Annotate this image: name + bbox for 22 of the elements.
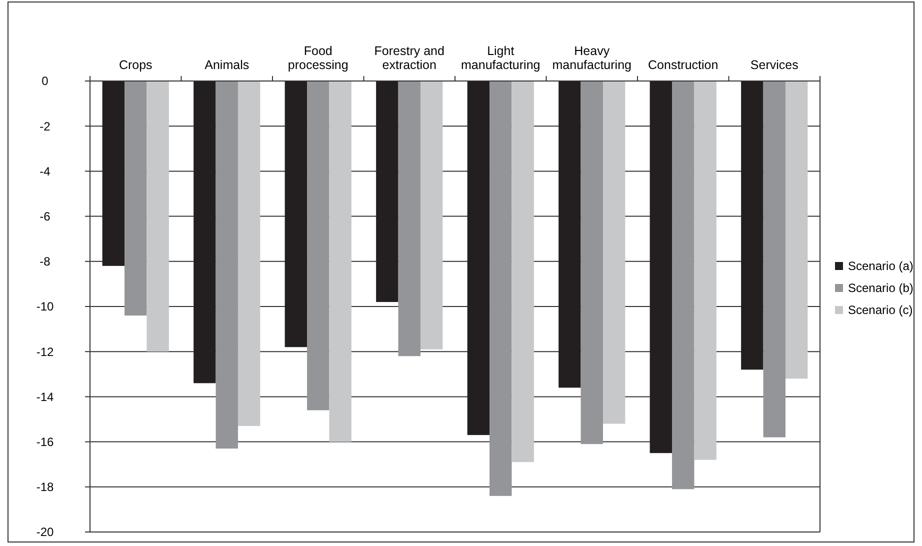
y-tick-label: -2	[40, 119, 51, 134]
y-tick-label: 0	[42, 74, 49, 88]
y-tick-label: -10	[36, 300, 54, 314]
x-tick-label: Forestry and extraction	[374, 44, 445, 72]
legend-label: Scenario (b)	[848, 281, 914, 296]
y-tick-label: -12	[36, 344, 54, 359]
x-tick-label: Construction	[648, 58, 718, 72]
y-tick-label: -14	[36, 390, 54, 404]
x-tick-label: Crops	[118, 58, 152, 72]
x-tick-label: Heavy manufacturing	[552, 44, 632, 72]
x-tick-label: Services	[750, 58, 798, 72]
legend-label: Scenario (a)	[848, 259, 914, 274]
y-tick-label: -20	[36, 525, 54, 540]
x-tick-label: Animals	[204, 58, 250, 72]
y-tick-label: -18	[36, 480, 54, 494]
legend-label: Scenario (c)	[848, 303, 913, 318]
y-tick-label: -6	[40, 210, 51, 224]
x-tick-label: Food processing	[288, 44, 348, 72]
x-tick-label: Light manufacturing	[461, 44, 540, 72]
y-tick-label: -16	[36, 435, 54, 449]
y-tick-label: -4	[40, 164, 51, 178]
y-tick-label: -8	[40, 254, 51, 269]
